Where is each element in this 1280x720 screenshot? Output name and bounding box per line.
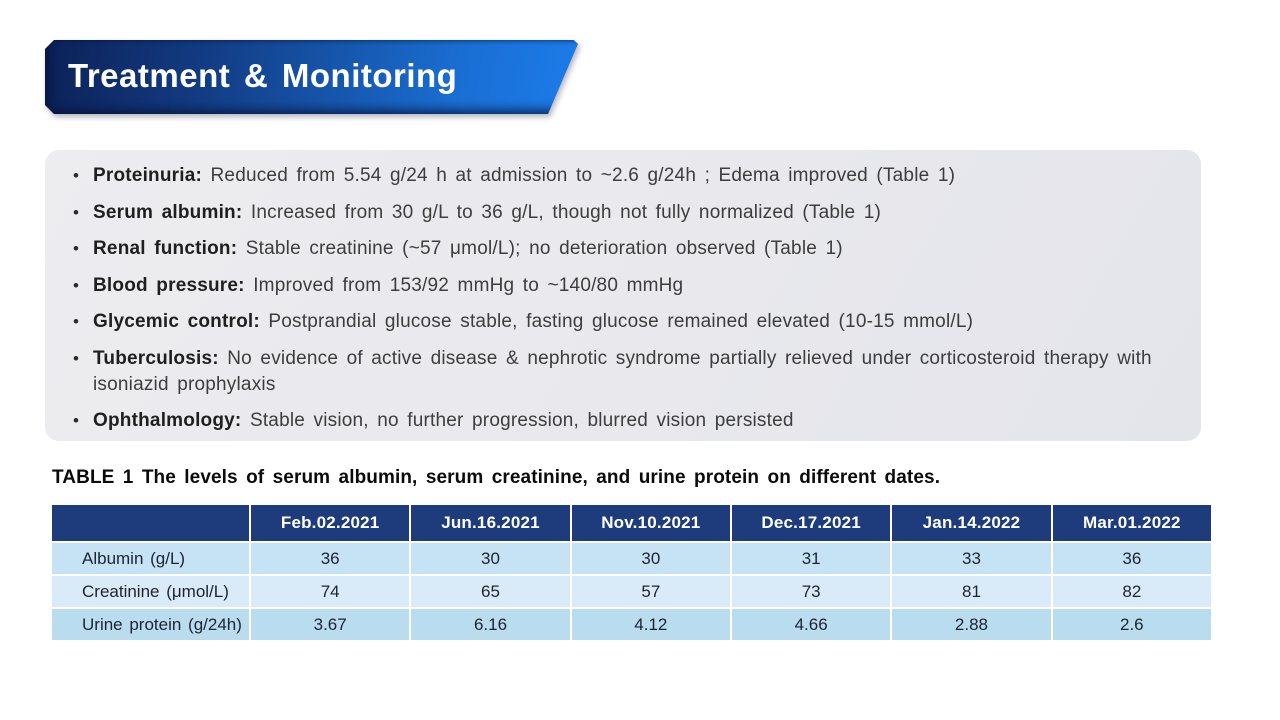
bullet-text: Improved from 153/92 mmHg to ~140/80 mmH… [253,274,684,296]
bullet-label: Glycemic control: [93,311,260,332]
row-label: Albumin (g/L) [52,543,249,574]
cell-value: 30 [411,543,570,574]
bullet-item-serum-albumin: • Serum albumin: Increased from 30 g/L t… [69,200,1177,226]
table-row-creatinine: Creatinine (μmol/L) 74 65 57 73 81 82 [52,576,1211,607]
cell-value: 2.88 [892,609,1051,640]
bullet-icon: • [73,166,80,185]
cell-value: 33 [892,543,1051,574]
bullet-label: Renal function: [93,238,238,259]
column-header-date: Jun.16.2021 [411,505,570,541]
cell-value: 36 [251,543,410,574]
bullet-list: • Proteinuria: Reduced from 5.54 g/24 h … [69,163,1177,434]
column-header-date: Feb.02.2021 [251,505,410,541]
row-label: Creatinine (μmol/L) [52,576,249,607]
column-header-date: Jan.14.2022 [892,505,1051,541]
bullet-label: Ophthalmology: [93,410,242,431]
title-banner-shape [45,40,578,114]
cell-value: 31 [731,543,891,574]
bullet-item-proteinuria: • Proteinuria: Reduced from 5.54 g/24 h … [69,163,1177,189]
bullet-icon: • [73,411,80,430]
bullet-label: Proteinuria: [93,165,203,186]
bullet-text: Postprandial glucose stable, fasting glu… [268,311,974,332]
cell-value: 65 [411,576,570,607]
bullet-text: Stable vision, no further progression, b… [249,410,794,431]
bullet-icon: • [73,239,80,258]
cell-value: 81 [892,576,1051,607]
table-row-albumin: Albumin (g/L) 36 30 30 31 33 36 [52,543,1211,574]
bullet-item-ophthalmology: • Ophthalmology: Stable vision, no furth… [69,408,1177,434]
column-header-blank [52,505,249,541]
table-header-row: Feb.02.2021 Jun.16.2021 Nov.10.2021 Dec.… [52,505,1211,541]
bullet-icon: • [73,202,80,222]
bullet-text: No evidence of active disease & nephroti… [93,347,1152,395]
bullet-label: Blood pressure: [93,274,245,296]
bullet-item-glycemic-control: • Glycemic control: Postprandial glucose… [69,309,1177,335]
bullet-label: Serum albumin: [93,201,243,223]
table-caption: TABLE 1 The levels of serum albumin, ser… [52,467,941,488]
table-row-urine-protein: Urine protein (g/24h) 3.67 6.16 4.12 4.6… [52,609,1211,640]
cell-value: 30 [571,543,730,574]
bullet-label: Tuberculosis: [93,347,219,369]
column-header-date: Nov.10.2021 [571,505,730,541]
cell-value: 3.67 [251,609,410,640]
cell-value: 4.66 [731,609,891,640]
bullet-text: Reduced from 5.54 g/24 h at admission to… [210,165,956,186]
bullet-item-renal-function: • Renal function: Stable creatinine (~57… [69,236,1177,262]
cell-value: 4.12 [571,609,730,640]
data-table: Feb.02.2021 Jun.16.2021 Nov.10.2021 Dec.… [50,503,1213,642]
bullet-text: Stable creatinine (~57 μmol/L); no deter… [245,238,843,259]
bullet-icon: • [73,312,80,331]
cell-value: 73 [731,576,891,607]
column-header-date: Mar.01.2022 [1052,505,1211,541]
bullet-item-tuberculosis: • Tuberculosis: No evidence of active di… [69,346,1177,398]
summary-box: • Proteinuria: Reduced from 5.54 g/24 h … [45,150,1201,441]
bullet-icon: • [73,275,80,295]
bullet-text: Increased from 30 g/L to 36 g/L, though … [250,201,882,223]
bullet-item-blood-pressure: • Blood pressure: Improved from 153/92 m… [69,273,1177,299]
bullet-icon: • [73,348,80,368]
cell-value: 57 [571,576,730,607]
cell-value: 2.6 [1052,609,1211,640]
column-header-date: Dec.17.2021 [731,505,891,541]
cell-value: 36 [1052,543,1211,574]
title-banner: Treatment & Monitoring [45,40,578,114]
page-title: Treatment & Monitoring [68,57,458,94]
row-label: Urine protein (g/24h) [52,609,249,640]
cell-value: 6.16 [411,609,570,640]
cell-value: 74 [251,576,410,607]
cell-value: 82 [1052,576,1211,607]
